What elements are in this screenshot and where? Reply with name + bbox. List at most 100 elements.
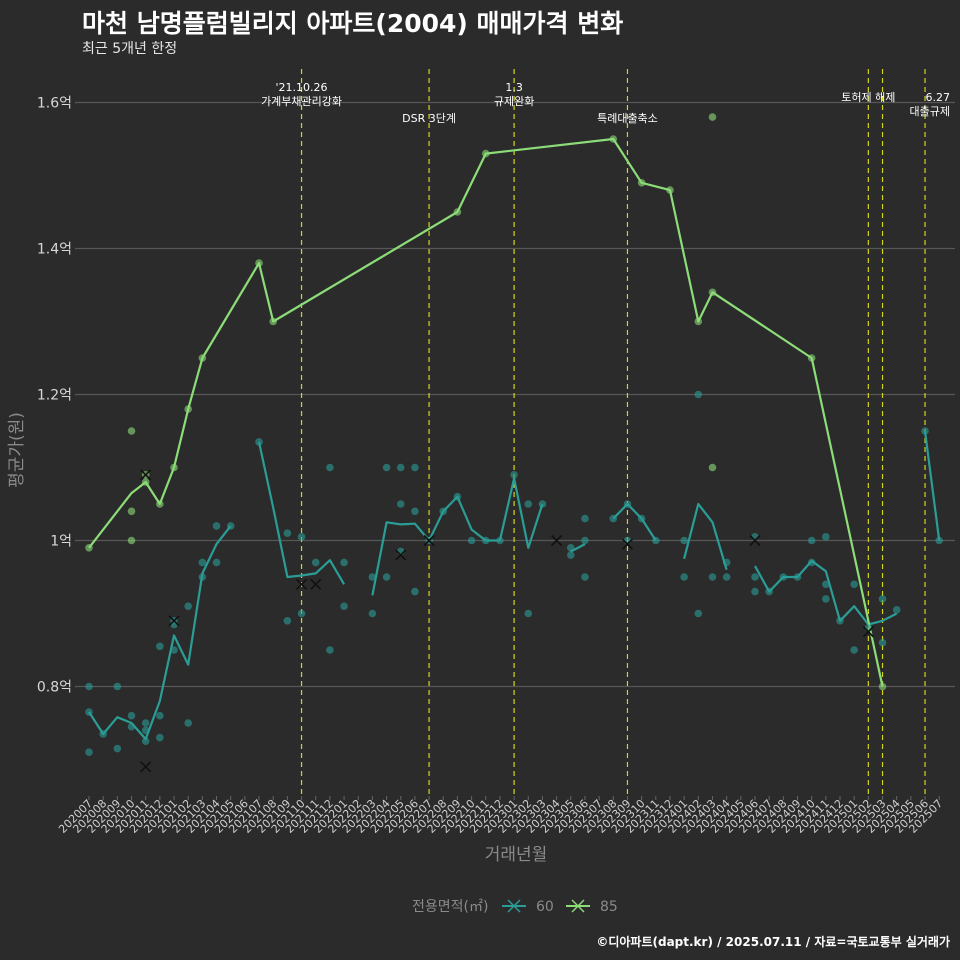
event-label: DSR 3단계: [402, 112, 456, 125]
series-60-point: [765, 587, 773, 596]
series-60-point: [85, 708, 93, 716]
series-60-point: [198, 558, 207, 567]
event-label: 토허제 해제: [841, 90, 895, 104]
legend-label-60: 60: [536, 899, 554, 915]
series-60-point: [921, 427, 929, 435]
series-60-cross: [168, 615, 180, 627]
y-tick-label: 1.6억: [37, 96, 72, 112]
series-85-point: [708, 463, 717, 472]
series-60-line: [257, 441, 346, 585]
series-60-point: [141, 737, 150, 746]
series-60-point: [113, 744, 122, 753]
series-60-point: [793, 573, 802, 581]
series-60-point: [127, 722, 136, 731]
series-60-point: [708, 573, 717, 581]
series-60-line: [88, 525, 232, 741]
series-60-point: [297, 533, 306, 541]
event-label: 대출규제: [910, 105, 950, 118]
series-60-point: [141, 726, 150, 735]
series-60-point: [396, 463, 405, 472]
series-60-point: [170, 646, 178, 654]
series-lines: [88, 137, 941, 741]
series-60-point: [127, 711, 136, 720]
series-60-point: [184, 602, 192, 610]
series-85-point: [708, 288, 717, 297]
series-60-point: [198, 573, 207, 581]
series-85-point: [637, 179, 646, 187]
series-60-point: [255, 438, 263, 446]
series-60-point: [99, 730, 107, 738]
series-60-point: [836, 617, 844, 625]
series-85-point: [127, 427, 136, 435]
x-axis-title: 거래년월: [485, 845, 548, 865]
series-60-point: [680, 536, 688, 545]
series-85-cross: [140, 469, 152, 481]
series-60-cross: [395, 549, 407, 561]
series-85-point: [156, 500, 164, 508]
series-60-point: [496, 536, 504, 545]
series-60-point: [297, 609, 306, 618]
series-60-point: [311, 558, 320, 567]
series-60-point: [850, 646, 858, 654]
y-tick-label: 0.8억: [37, 680, 72, 696]
event-label: 규제완화: [494, 95, 534, 108]
series-60-point: [396, 500, 405, 508]
series-85-point: [807, 354, 816, 362]
series-60-point: [581, 536, 589, 545]
event-lines: [300, 69, 926, 796]
chart-title: 마천 남명플럼빌리지 아파트(2004) 매매가격 변화: [82, 9, 624, 38]
series-60-line: [754, 559, 898, 626]
series-60-point: [807, 558, 816, 567]
series-60-point: [581, 573, 589, 581]
event-label: 특례대출축소: [597, 112, 658, 125]
series-60-point: [382, 573, 391, 581]
series-60-point: [453, 492, 462, 501]
series-60-point: [326, 463, 334, 472]
legend-title: 전용면적(㎡): [412, 899, 488, 915]
series-60-point: [368, 609, 377, 618]
series-60-point: [283, 529, 292, 537]
series-60-point: [779, 573, 788, 581]
y-tick-label: 1억: [50, 534, 72, 550]
series-85-point: [269, 317, 278, 326]
series-60-point: [566, 544, 575, 552]
y-tick-label: 1.4억: [37, 242, 72, 258]
series-85-point: [878, 682, 887, 691]
y-axis-title: 평균가(원): [7, 412, 27, 488]
series-85-point: [127, 536, 136, 545]
series-60-cross: [621, 538, 634, 550]
series-85-point: [609, 135, 618, 143]
series-60-point: [751, 573, 759, 581]
series-85-point: [198, 354, 207, 362]
series-60-point: [878, 638, 887, 647]
series-60-point: [722, 558, 731, 567]
series-60-point: [411, 587, 419, 596]
legend-cross-85: [571, 899, 585, 913]
series-60-point: [481, 536, 490, 545]
series-85-line: [88, 137, 884, 687]
series-85-point: [255, 259, 263, 267]
series-60-point: [382, 463, 391, 472]
series-60-point: [156, 711, 164, 720]
series-60-point: [822, 533, 830, 541]
series-crosses: [140, 469, 874, 773]
series-60-point: [411, 463, 419, 472]
y-tick-label: 1.2억: [37, 388, 72, 404]
event-label: '21.10.26: [276, 81, 328, 94]
series-60-line: [683, 502, 728, 571]
series-60-point: [680, 573, 688, 581]
legend-item-85: 85: [566, 899, 618, 915]
series-60-cross: [551, 534, 563, 547]
series-60-point: [935, 536, 943, 545]
series-60-point: [340, 602, 348, 610]
series-60-cross: [423, 534, 435, 547]
series-60-point: [439, 507, 448, 516]
series-60-point: [226, 522, 235, 530]
series-60-point: [85, 682, 93, 691]
series-60-cross: [310, 578, 322, 590]
series-60-point: [623, 500, 632, 508]
series-60-point: [340, 558, 348, 567]
series-85-point: [666, 186, 674, 194]
